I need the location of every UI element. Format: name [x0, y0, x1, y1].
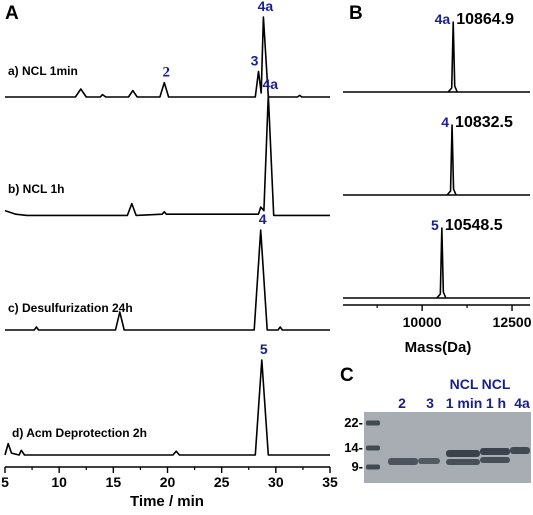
- chromatogram-trace: [4, 94, 330, 217]
- mass-axis: 10000 12500: [343, 304, 532, 330]
- gel-ladder-band: [366, 464, 380, 470]
- spectrum-compound-label: 4: [441, 114, 449, 130]
- panel-a-letter: A: [5, 3, 19, 24]
- peak-label: 3: [251, 52, 259, 68]
- gel-lane-label: 4a: [514, 395, 530, 411]
- gel-image: [364, 412, 531, 483]
- spectrum-compound-label: 4a: [435, 11, 451, 27]
- panel-b: B 4a 10864.9 4 10832.5 5 10548.5 10000 12500 M…: [343, 3, 532, 356]
- peak-label: 4a: [262, 76, 278, 92]
- mass-tick-label: 12500: [493, 314, 532, 330]
- time-tick-label: 30: [268, 474, 284, 490]
- gel-band: [418, 458, 440, 464]
- time-tick-label: 20: [160, 474, 176, 490]
- peak-label: 5: [260, 341, 268, 357]
- gel-marker-label: 9-: [351, 459, 363, 474]
- spectrum-compound-label: 5: [431, 217, 439, 233]
- gel-lane-label-top: NCL: [450, 376, 479, 392]
- time-axis-title: Time / min: [130, 493, 204, 510]
- peak-label: 4a: [258, 0, 274, 14]
- spectrum-mass-value: 10548.5: [445, 217, 503, 234]
- mass-tick-label: 10000: [403, 314, 442, 330]
- trace-label: b) NCL 1h: [8, 182, 64, 196]
- gel-marker-label: 22-: [344, 415, 363, 430]
- gel-band: [480, 448, 510, 455]
- spectrum-peak: [436, 227, 447, 299]
- spectrum-peak: [446, 124, 457, 196]
- trace-label: a) NCL 1min: [8, 64, 78, 78]
- spectrum-peak: [447, 21, 458, 93]
- gel-band: [446, 459, 480, 465]
- gel-lane-label: 1 h: [486, 395, 506, 411]
- trace-label: d) Acm Deprotection 2h: [12, 426, 147, 440]
- panel-c-letter: C: [340, 365, 354, 386]
- gel-lane-label: 3: [426, 395, 434, 411]
- gel-ladder-band: [366, 445, 380, 451]
- chromatogram-trace: [5, 16, 330, 98]
- panel-b-letter: B: [349, 3, 363, 24]
- spectrum-mass-value: 10864.9: [456, 11, 514, 28]
- mass-axis-title: Mass(Da): [405, 339, 472, 356]
- gel-lane-label-top: NCL: [482, 376, 511, 392]
- panel-c: C 22- 14- 9- 2 3 NCL 1 min NCL 1 h 4a: [340, 365, 531, 483]
- peak-label: 4: [259, 211, 267, 227]
- time-tick-label: 10: [51, 474, 67, 490]
- gel-lane-label: 1 min: [446, 395, 483, 411]
- gel-ladder-band: [366, 420, 380, 426]
- gel-band: [388, 458, 418, 465]
- time-tick-label: 5: [1, 474, 9, 490]
- gel-band: [480, 457, 510, 463]
- spectrum-mass-value: 10832.5: [455, 114, 513, 131]
- gel-band: [510, 447, 530, 454]
- gel-marker-label: 14-: [344, 440, 363, 455]
- gel-band: [446, 450, 480, 457]
- chromatogram-trace: [5, 229, 330, 331]
- gel-contents: 22- 14- 9- 2 3 NCL 1 min NCL 1 h 4a: [344, 376, 530, 474]
- time-axis: 5 10 15 20 25 30 35: [1, 466, 338, 490]
- time-tick-label: 15: [106, 474, 122, 490]
- gel-lane-label: 2: [398, 395, 406, 411]
- peak-label: 2: [163, 65, 171, 81]
- mass-spectra: 4a 10864.9 4 10832.5 5 10548.5: [343, 11, 530, 299]
- time-tick-label: 35: [322, 474, 338, 490]
- time-tick-label: 25: [214, 474, 230, 490]
- chromatogram-trace: [4, 359, 330, 456]
- trace-label: c) Desulfurization 24h: [8, 301, 133, 315]
